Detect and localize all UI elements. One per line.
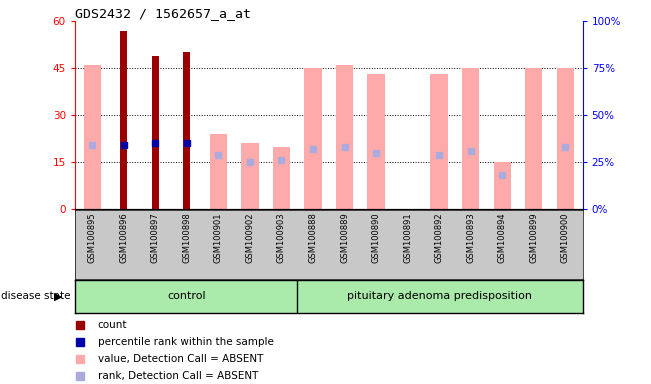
Bar [430,74,448,209]
Text: GSM100897: GSM100897 [151,212,159,263]
Text: control: control [167,291,206,301]
Text: GSM100892: GSM100892 [435,212,443,263]
Text: GSM100894: GSM100894 [498,212,506,263]
Bar [462,68,479,209]
Text: GSM100895: GSM100895 [88,212,97,263]
Text: GSM100902: GSM100902 [245,212,255,263]
Text: GSM100899: GSM100899 [529,212,538,263]
Text: GSM100890: GSM100890 [372,212,381,263]
Bar [525,68,542,209]
Text: disease state: disease state [1,291,70,301]
Text: pituitary adenoma predisposition: pituitary adenoma predisposition [346,291,532,301]
Bar [184,53,190,209]
Text: GSM100900: GSM100900 [561,212,570,263]
Bar [493,162,511,209]
Text: GSM100888: GSM100888 [309,212,318,263]
Text: GSM100896: GSM100896 [119,212,128,263]
Text: GSM100891: GSM100891 [403,212,412,263]
Bar [242,144,258,209]
Text: rank, Detection Call = ABSENT: rank, Detection Call = ABSENT [98,371,258,381]
Text: GSM100889: GSM100889 [340,212,349,263]
Text: ▶: ▶ [54,291,62,301]
Text: GSM100903: GSM100903 [277,212,286,263]
Text: GSM100901: GSM100901 [214,212,223,263]
Text: GDS2432 / 1562657_a_at: GDS2432 / 1562657_a_at [75,7,251,20]
Bar [210,134,227,209]
Bar [120,31,127,209]
Bar [152,56,159,209]
Bar [336,65,353,209]
Bar [273,147,290,209]
Text: count: count [98,320,127,330]
Text: percentile rank within the sample: percentile rank within the sample [98,337,273,347]
Text: value, Detection Call = ABSENT: value, Detection Call = ABSENT [98,354,263,364]
Text: GSM100893: GSM100893 [466,212,475,263]
Text: GSM100898: GSM100898 [182,212,191,263]
Bar [304,68,322,209]
Bar [83,65,101,209]
Bar [367,74,385,209]
Bar [557,68,574,209]
